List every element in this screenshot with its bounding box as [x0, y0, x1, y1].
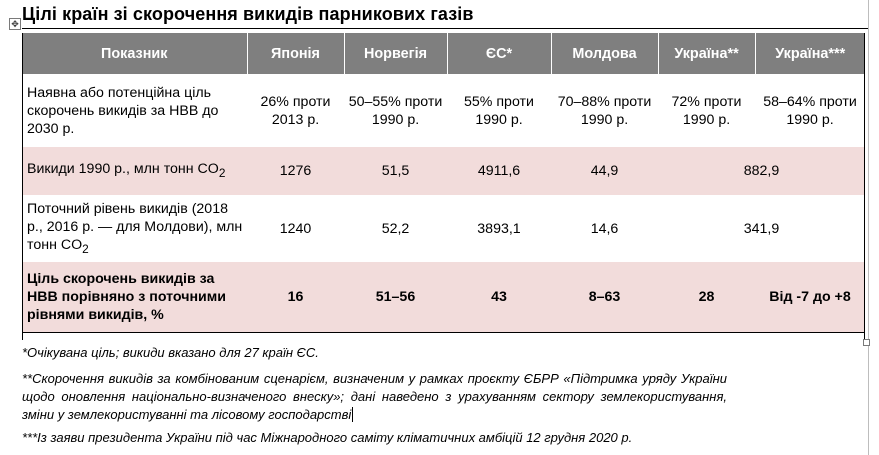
footnote-ukraine-scenario: **Скорочення викидів за комбінованим сце… [22, 371, 727, 422]
header-ukraine-president: Україна*** [754, 33, 865, 74]
table-row: Наявна або потенційна ціль скорочень вик… [22, 74, 865, 147]
text-cursor [352, 407, 354, 422]
table-row: Поточний рівень викидів (2018 р., 2016 р… [22, 195, 865, 262]
row-label-current: Поточний рівень викидів (2018 р., 2016 р… [22, 195, 247, 262]
row-label-goal: Ціль скорочень викидів за НВВ порівняно … [22, 262, 247, 333]
cell-ukraine-1990: 882,9 [658, 147, 865, 195]
table-move-handle-icon[interactable]: ✥ [9, 18, 21, 30]
cell-japan-goal: 16 [247, 262, 344, 333]
cell-eu-1990: 4911,6 [447, 147, 551, 195]
cell-japan-target: 26% проти 2013 р. [247, 74, 344, 147]
footnote-eu: *Очікувана ціль; викиди вказано для 27 к… [22, 345, 319, 360]
cell-norway-goal: 51–56 [344, 262, 447, 333]
cell-ukraine-current: 341,9 [658, 195, 865, 262]
header-japan: Японія [246, 33, 344, 74]
cell-ukraine-president-target: 58–64% проти 1990 р. [755, 74, 865, 147]
table-border-right [864, 33, 865, 340]
row-label-target: Наявна або потенційна ціль скорочень вик… [22, 74, 247, 147]
cell-eu-current: 3893,1 [447, 195, 551, 262]
document-title: Цілі країн зі скорочення викидів парнико… [22, 4, 474, 24]
cell-norway-current: 52,2 [344, 195, 447, 262]
table-resize-handle[interactable] [863, 339, 870, 346]
page-margin-line [868, 0, 869, 455]
cell-ukraine-president-goal: Від -7 до +8 [755, 262, 865, 333]
cell-eu-target: 55% проти 1990 р. [447, 74, 551, 147]
cell-japan-current: 1240 [247, 195, 344, 262]
cell-japan-1990: 1276 [247, 147, 344, 195]
table-row: Ціль скорочень викидів за НВВ порівняно … [22, 262, 865, 333]
footnote-ukraine-president: ***Із заяви президента України під час М… [22, 430, 633, 445]
cell-norway-1990: 51,5 [344, 147, 447, 195]
cell-moldova-current: 14,6 [551, 195, 658, 262]
header-moldova: Молдова [550, 33, 658, 74]
cell-norway-target: 50–55% проти 1990 р. [344, 74, 447, 147]
table-header-row: Показник Японія Норвегія ЄС* Молдова Укр… [22, 33, 865, 74]
table-border-left [22, 33, 23, 340]
cell-moldova-target: 70–88% проти 1990 р. [551, 74, 658, 147]
emissions-table: Показник Японія Норвегія ЄС* Молдова Укр… [22, 33, 865, 333]
cell-eu-goal: 43 [447, 262, 551, 333]
header-norway: Норвегія [343, 33, 447, 74]
row-label-1990: Викиди 1990 р., млн тонн CO2 [22, 147, 247, 195]
cell-ukraine-scenario-target: 72% проти 1990 р. [658, 74, 755, 147]
header-ukraine-scenario: Україна** [657, 33, 755, 74]
header-eu: ЄС* [446, 33, 551, 74]
cell-moldova-goal: 8–63 [551, 262, 658, 333]
cell-moldova-1990: 44,9 [551, 147, 658, 195]
cell-ukraine-scenario-goal: 28 [658, 262, 755, 333]
header-indicator: Показник [22, 33, 247, 74]
title-underline [22, 28, 868, 29]
table-row: Викиди 1990 р., млн тонн CO2 1276 51,5 4… [22, 147, 865, 195]
